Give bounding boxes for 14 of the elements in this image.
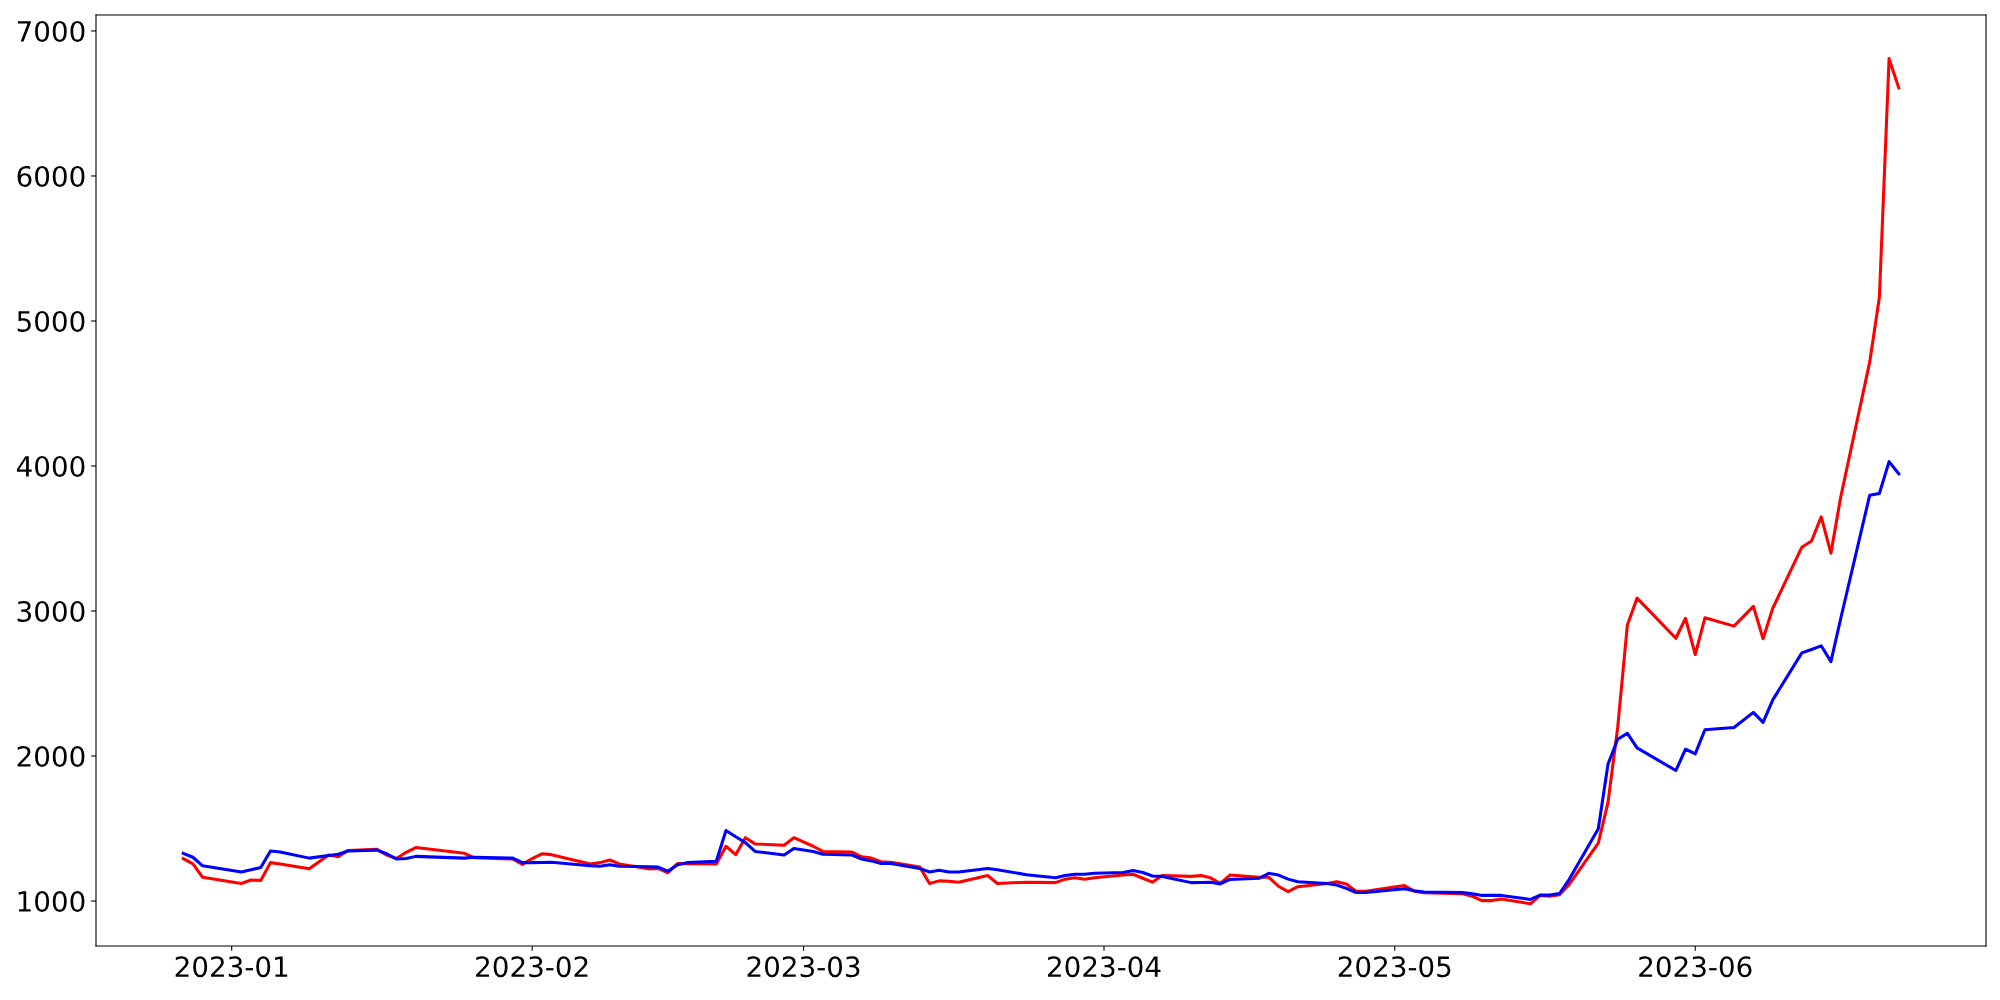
- x-tick-label: 2023-02: [476, 956, 588, 978]
- y-tick-label: 5000: [17, 310, 85, 332]
- x-tick-label: 2023-03: [747, 956, 860, 978]
- y-tick-label: 4000: [16, 455, 85, 477]
- y-tick-label: 7000: [17, 20, 85, 42]
- x-tick-label: 2023-01: [175, 956, 288, 978]
- y-tick-label: 1000: [18, 890, 85, 912]
- y-tick-label: 6000: [17, 165, 85, 187]
- x-tick-label: 2023-06: [1639, 956, 1752, 978]
- x-tick-label: 2023-05: [1338, 956, 1451, 978]
- x-tick-label: 2023-04: [1048, 956, 1161, 978]
- y-tick-label: 2000: [17, 745, 85, 767]
- y-tick-label: 3000: [17, 600, 85, 622]
- line-series: [181, 460, 1901, 901]
